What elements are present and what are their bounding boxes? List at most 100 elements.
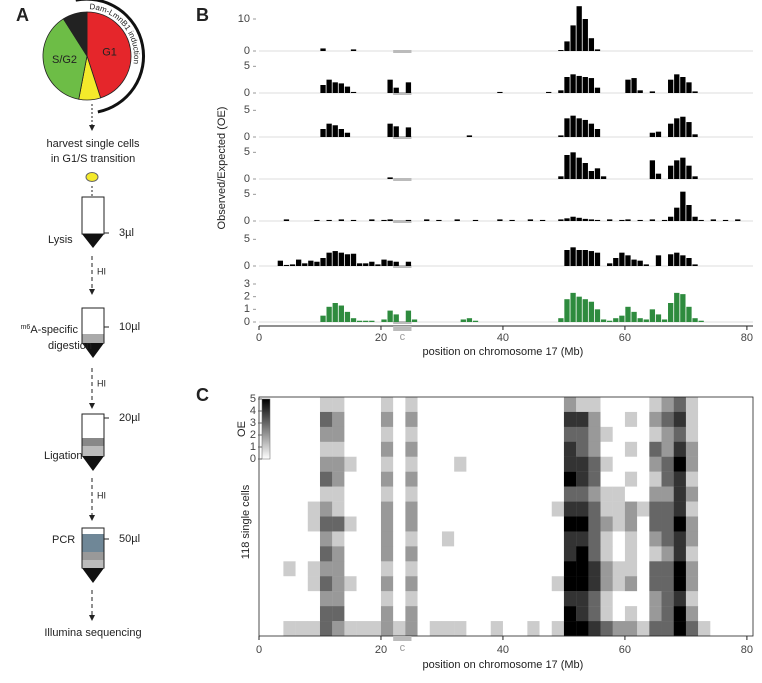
heat-cell [551,606,565,622]
heat-cell [380,621,394,637]
heat-cell [734,561,748,577]
heat-cell [454,576,467,592]
signal-bar [686,122,692,137]
signal-bar [326,79,332,93]
signal-bar [497,91,503,93]
signal-bar [631,311,637,322]
signal-bar [387,260,393,266]
heat-cell [624,456,638,472]
signal-bar [344,86,351,93]
heat-cell [722,501,735,517]
heat-cell [380,561,394,577]
heat-cell [441,621,455,637]
heat-cell [405,621,418,637]
signal-bar [454,219,460,221]
heat-cell [600,456,613,472]
heat-cell [563,516,577,532]
heat-cell [612,471,626,487]
signal-bar [472,219,479,221]
x-tick-label: 20 [375,332,387,344]
signal-bar [594,87,601,93]
signal-bar [283,264,290,266]
heat-cell [698,441,711,457]
heat-cell [673,546,687,562]
heat-cell [673,471,687,487]
heat-cell [490,531,504,547]
heat-cell [661,576,674,592]
volume: 20µl [119,412,140,424]
heat-cell [332,576,345,592]
heat-cell [368,426,382,443]
signal-bar [637,90,643,93]
heat-cell [698,486,711,502]
heat-cell [307,501,321,517]
heat-cell [539,397,552,413]
heat-cell [515,411,528,428]
heat-cell [344,576,357,592]
signal-bar [680,77,686,93]
signal-bar [509,219,515,221]
centromere-mark [393,321,412,324]
signal-bar [674,160,680,179]
heat-cell [734,441,748,457]
heat-cell [734,486,748,502]
heat-cell [344,546,357,562]
heat-cell [527,441,540,457]
heat-cell [722,621,735,637]
signal-bar [668,303,674,322]
heat-cell [673,426,687,443]
signal-bar [692,318,698,322]
signal-bar [570,152,576,179]
signal-bar [338,83,344,93]
heat-cell [588,456,601,472]
heat-cell [441,561,455,577]
heat-cell [502,606,516,622]
heat-cell [368,561,382,577]
heat-cell [405,426,418,443]
heat-cell [722,561,735,577]
heat-cell [527,531,540,547]
heat-cell [380,591,394,607]
heat-cell [332,411,345,428]
signal-bar [576,250,582,266]
heat-cell [417,546,430,562]
signal-bar [564,41,570,51]
heat-cell [466,621,479,637]
heat-cell [441,411,455,428]
heat-cell [600,546,613,562]
heat-cell [295,591,308,607]
heat-cell [722,516,735,532]
heat-cell [478,621,491,637]
heat-cell [344,441,357,457]
signal-bar [582,250,588,266]
x-tick-label: 80 [741,332,753,344]
signal-bar [332,303,338,322]
heat-cell [380,576,394,592]
heat-cell [417,561,430,577]
signal-bar [588,123,595,137]
heat-cell [478,591,491,607]
heat-cell [295,471,308,487]
heat-cell [539,456,552,472]
heat-cell [649,621,662,637]
signal-bar [680,255,686,266]
heat-cell [429,561,443,577]
signal-bar [369,261,375,266]
heat-cell [710,471,723,487]
centromere-label: c [400,642,406,654]
heat-cell [600,411,613,428]
heat-cell [429,531,443,547]
heat-cell [722,486,735,502]
heat-cell [319,426,333,443]
heat-cell [332,441,345,457]
heat-cell [649,486,662,502]
step-text: PCR [52,534,75,546]
heat-cell [588,591,601,607]
heat-cell [393,411,406,428]
heat-cell [698,561,711,577]
centromere-mark [393,92,412,95]
heat-cell [624,576,638,592]
heat-cell [380,501,394,517]
